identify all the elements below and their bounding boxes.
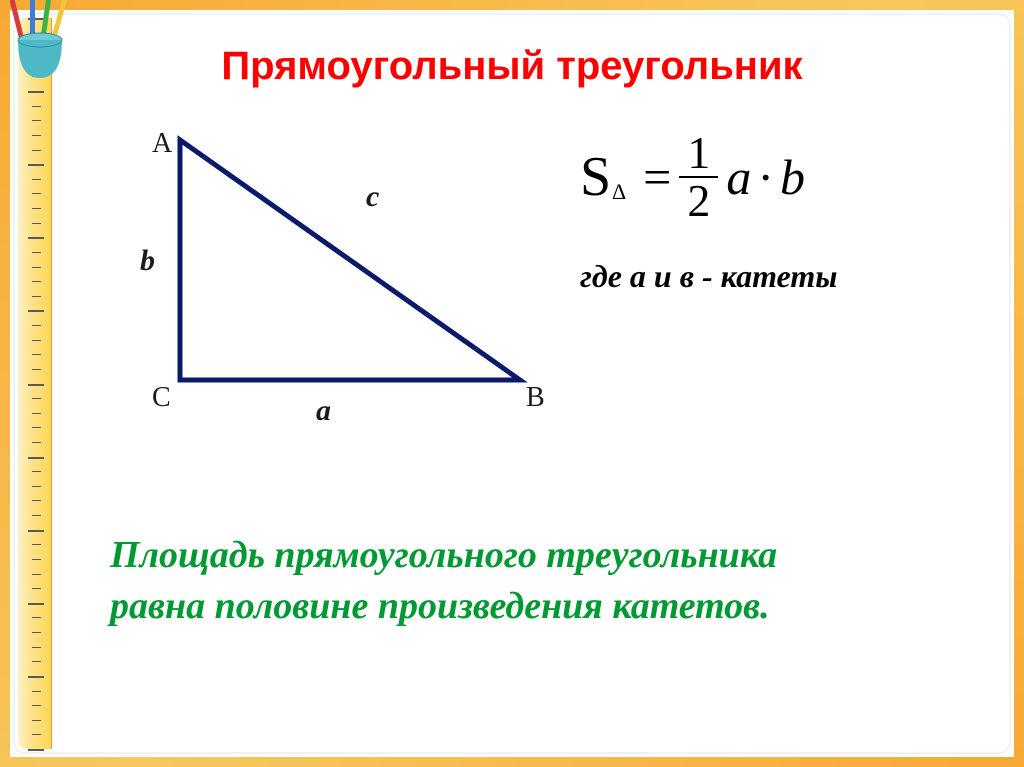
- page-title: Прямоугольный треугольник: [0, 44, 1024, 89]
- fraction-den: 2: [679, 178, 718, 224]
- side-a: a: [316, 394, 331, 428]
- symbol-s: S: [580, 146, 611, 208]
- vertex-b: B: [526, 382, 545, 414]
- sentence-line-2: равна половине произведения катетов.: [110, 585, 770, 627]
- subscript-delta: Δ: [612, 179, 626, 205]
- fraction-half: 1 2: [679, 130, 718, 224]
- term-a: a: [726, 148, 751, 206]
- triangle-shape: [180, 140, 520, 380]
- fraction-num: 1: [679, 130, 718, 176]
- theorem-sentence: Площадь прямоугольного треугольника равн…: [110, 530, 984, 633]
- vertex-c: C: [152, 382, 171, 414]
- equals-sign: =: [623, 148, 671, 206]
- side-c: c: [366, 180, 379, 214]
- sentence-line-1: Площадь прямоугольного треугольника: [110, 534, 777, 576]
- side-b: b: [140, 244, 155, 278]
- triangle-diagram: A C B c b a: [120, 130, 560, 450]
- s-delta: S Δ: [580, 145, 611, 209]
- ruler-decoration: [18, 18, 52, 749]
- formula-note: где a и в - катеты: [580, 258, 980, 295]
- formula-block: S Δ = 1 2 a · b где a и в - катеты: [580, 130, 980, 295]
- area-formula: S Δ = 1 2 a · b: [580, 130, 980, 224]
- term-b: b: [780, 148, 805, 206]
- dot-operator: ·: [757, 148, 774, 206]
- vertex-a: A: [152, 128, 172, 160]
